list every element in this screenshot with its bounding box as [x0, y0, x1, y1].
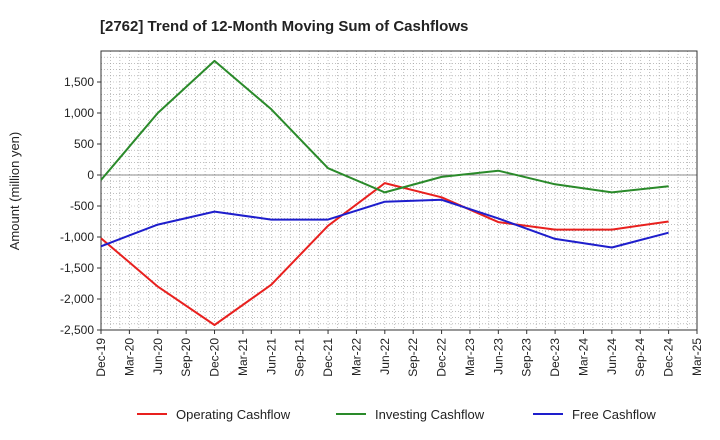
series-lines: [100, 59, 669, 326]
x-tick-label: Mar-20: [122, 338, 136, 376]
plot-area: [101, 51, 697, 330]
legend: Operating Cashflow Investing Cashflow Free…: [137, 407, 656, 422]
y-axis-label: Amount (million yen): [7, 132, 22, 251]
series-line-free-cashflow: [100, 198, 669, 249]
plot-border: [100, 50, 698, 331]
x-tick-label: Jun-23: [491, 338, 505, 375]
x-tick-label: Jun-20: [151, 338, 165, 375]
y-tick-label: -500: [70, 199, 94, 213]
series-line-operating-cashflow: [100, 182, 669, 326]
x-tick-label: Dec-21: [321, 338, 335, 377]
y-tick-label: 1,000: [64, 106, 94, 120]
chart-title: [2762] Trend of 12-Month Moving Sum of C…: [100, 18, 468, 35]
x-tick-label: Jun-21: [264, 338, 278, 375]
x-tick-label: Mar-25: [690, 338, 704, 376]
grid-lines: [100, 50, 698, 331]
x-tick-label: Mar-23: [463, 338, 477, 376]
legend-label: Operating Cashflow: [176, 407, 291, 422]
x-tick-label: Dec-22: [435, 338, 449, 377]
x-axis-ticks: Dec-19 Mar-20 Jun-20 Sep-20 Dec-20 Mar-21 Jun-…: [94, 330, 704, 377]
x-tick-label: Mar-21: [236, 338, 250, 376]
x-tick-label: Dec-23: [548, 338, 562, 377]
y-tick-label: -2,000: [60, 292, 94, 306]
x-tick-label: Jun-22: [378, 338, 392, 375]
y-tick-label: -1,500: [60, 261, 94, 275]
x-tick-label: Sep-23: [520, 338, 534, 377]
x-tick-label: Mar-24: [576, 338, 590, 376]
x-tick-label: Jun-24: [605, 338, 619, 375]
y-tick-label: 500: [74, 137, 94, 151]
x-tick-label: Dec-19: [94, 338, 108, 377]
series-line-investing-cashflow: [100, 59, 669, 194]
legend-label: Investing Cashflow: [375, 407, 485, 422]
x-tick-label: Sep-20: [179, 338, 193, 377]
y-tick-label: -1,000: [60, 230, 94, 244]
y-axis-ticks: -2,500 -2,000 -1,500 -1,000 -500 0 500 1,000 1,5…: [60, 75, 101, 337]
plot-background: [101, 51, 697, 330]
y-tick-label: 0: [87, 168, 94, 182]
x-tick-label: Sep-21: [293, 338, 307, 377]
y-tick-label: 1,500: [64, 75, 94, 89]
x-tick-label: Dec-24: [662, 338, 676, 377]
legend-label: Free Cashflow: [572, 407, 656, 422]
y-tick-label: -2,500: [60, 323, 94, 337]
x-tick-label: Sep-24: [633, 338, 647, 377]
x-tick-label: Mar-22: [349, 338, 363, 376]
x-tick-label: Sep-22: [406, 338, 420, 377]
x-tick-label: Dec-20: [208, 338, 222, 377]
